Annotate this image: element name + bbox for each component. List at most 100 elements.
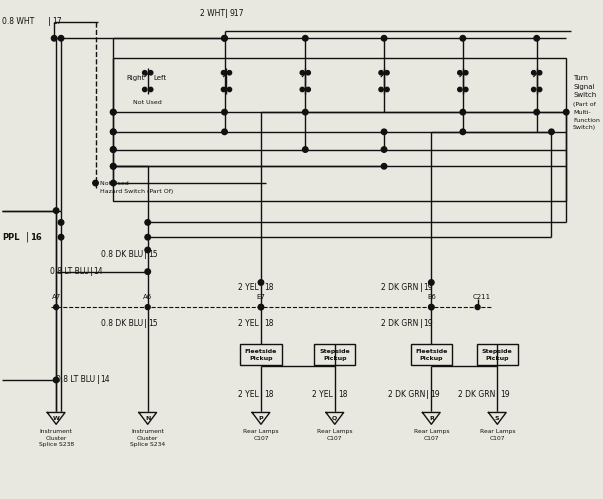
Circle shape [306,87,311,92]
Circle shape [537,87,542,92]
Circle shape [222,35,227,41]
Circle shape [110,147,116,152]
Circle shape [460,109,466,115]
Circle shape [222,35,227,41]
Circle shape [222,109,227,115]
Circle shape [54,305,58,309]
Text: |: | [144,250,147,259]
Circle shape [54,377,59,383]
Text: 917: 917 [230,9,244,18]
Text: 0.8 DK BLU: 0.8 DK BLU [101,250,143,259]
Circle shape [475,305,480,309]
Circle shape [381,164,387,169]
Circle shape [110,129,116,135]
Text: (Part of: (Part of [573,102,596,107]
Circle shape [145,235,151,240]
Circle shape [145,305,150,309]
Text: Rear Lamps
C107: Rear Lamps C107 [414,429,449,441]
Circle shape [221,87,226,92]
Text: 2 WHT: 2 WHT [200,9,224,18]
Circle shape [145,220,151,225]
Circle shape [385,87,389,92]
Circle shape [464,70,468,75]
Text: Fleetside: Fleetside [245,349,277,354]
Circle shape [58,220,64,225]
Text: |: | [26,232,29,243]
Text: Rear Lamps
C107: Rear Lamps C107 [317,429,353,441]
Text: 2 YEL: 2 YEL [238,319,259,328]
Circle shape [145,269,151,274]
Circle shape [54,208,59,214]
Text: |: | [334,390,336,399]
Circle shape [258,304,264,310]
Text: 0.8 LT BLU: 0.8 LT BLU [49,267,89,276]
Circle shape [110,129,116,135]
Circle shape [534,35,540,41]
Text: Fleetside: Fleetside [415,349,447,354]
Circle shape [148,87,153,92]
Text: 18: 18 [338,390,347,399]
Text: Instrument
Cluster
Splice S234: Instrument Cluster Splice S234 [130,429,165,448]
Text: 19: 19 [423,283,433,292]
Circle shape [385,70,389,75]
Polygon shape [139,413,157,424]
Circle shape [110,164,116,169]
Text: 18: 18 [264,319,273,328]
Circle shape [93,180,98,186]
Text: |: | [96,375,99,384]
Text: E6: E6 [427,294,436,300]
Text: Not Used: Not Used [133,100,162,105]
Polygon shape [47,413,65,424]
Text: |: | [496,390,499,399]
Text: 2 DK GRN: 2 DK GRN [388,390,425,399]
Text: Hazard Switch (Part Of): Hazard Switch (Part Of) [101,190,174,195]
Text: 14: 14 [93,267,103,276]
Text: Rear Lamps
C107: Rear Lamps C107 [479,429,515,441]
Text: 16: 16 [31,233,42,242]
Text: Pickup: Pickup [249,356,273,361]
Text: N: N [145,416,150,421]
Circle shape [227,87,232,92]
Text: A6: A6 [143,294,153,300]
Text: |: | [260,390,263,399]
Circle shape [110,164,116,169]
Circle shape [142,70,147,75]
Circle shape [110,180,116,186]
Text: A7: A7 [51,294,61,300]
Circle shape [227,70,232,75]
Text: |: | [90,267,92,276]
Text: |: | [426,390,429,399]
Text: 2 YEL: 2 YEL [238,283,259,292]
Text: Pickup: Pickup [485,356,509,361]
Circle shape [258,280,264,285]
Text: Signal: Signal [573,83,595,89]
Circle shape [222,129,227,135]
Text: Not Used: Not Used [101,181,129,186]
Circle shape [145,247,151,253]
Circle shape [142,87,147,92]
Circle shape [549,129,554,135]
Text: 14: 14 [101,375,110,384]
Circle shape [429,280,434,285]
Text: |: | [420,319,422,328]
Circle shape [58,235,64,240]
Text: 18: 18 [264,283,273,292]
Circle shape [221,70,226,75]
Circle shape [381,35,387,41]
Text: 2 YEL: 2 YEL [312,390,333,399]
Circle shape [458,70,462,75]
Circle shape [563,109,569,115]
Circle shape [532,87,536,92]
Polygon shape [488,413,506,424]
Text: P: P [259,416,264,421]
Text: E7: E7 [256,294,265,300]
Circle shape [300,87,305,92]
Text: 17: 17 [52,17,62,26]
Text: C211: C211 [473,294,491,300]
Circle shape [300,70,305,75]
Circle shape [381,147,387,152]
Text: 19: 19 [431,390,440,399]
Text: 19: 19 [500,390,510,399]
Text: 2 DK GRN: 2 DK GRN [381,319,418,328]
Circle shape [458,87,462,92]
